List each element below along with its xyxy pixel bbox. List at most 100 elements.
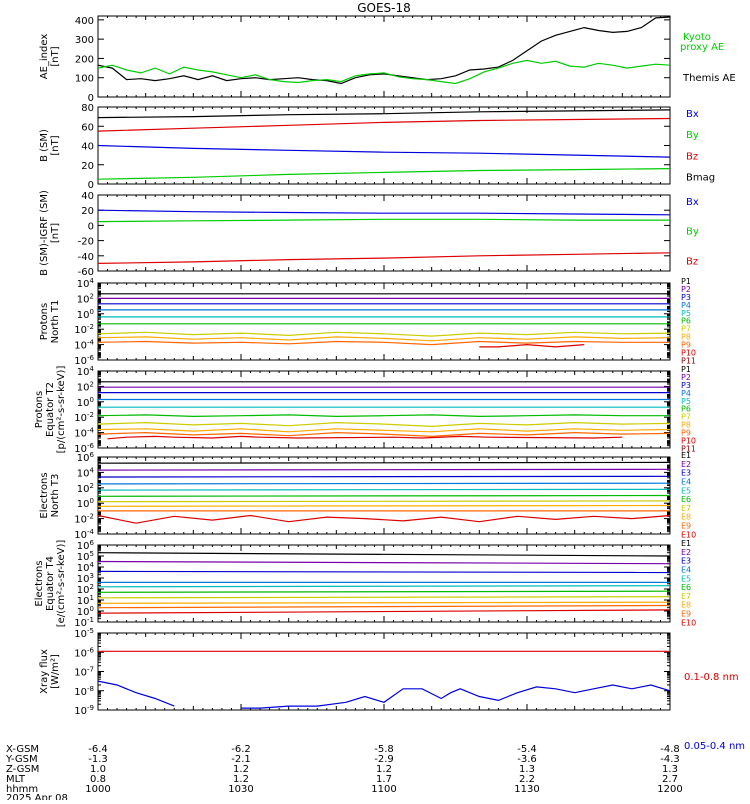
legend-e6: E6	[681, 495, 691, 504]
series-e2	[97, 560, 671, 565]
series-p8	[97, 428, 671, 433]
footer-value: 1030	[228, 784, 253, 795]
footer-date: 2025 Apr 08	[6, 793, 68, 800]
legend-e9: E9	[681, 610, 691, 619]
tick-label: 40	[81, 142, 94, 153]
tick-label: 400	[75, 16, 94, 27]
footer-value: 1.7	[376, 774, 392, 785]
y-axis-label: [W/m²]	[50, 654, 61, 689]
legend-kyoto: Kyoto	[683, 32, 711, 43]
legend-p10: P10	[681, 436, 696, 445]
footer-value: -2.9	[374, 754, 394, 765]
series-e3	[97, 475, 671, 478]
tick-label: 40	[81, 191, 94, 202]
tick-label: 20	[81, 161, 94, 172]
series-p6	[97, 414, 670, 418]
tick-label: 10-4	[74, 528, 94, 541]
legend-p10: P10	[681, 348, 696, 357]
tick-label: 200	[75, 54, 94, 65]
series-p7	[97, 331, 671, 337]
tick-label: 10-4	[74, 339, 94, 352]
tick-label: 105	[77, 550, 94, 563]
legend-e4: E4	[681, 477, 691, 486]
y-axis-label: North T3	[50, 474, 61, 518]
tick-label: 106	[77, 539, 95, 552]
series-e6	[97, 494, 671, 497]
series-p10	[107, 435, 623, 440]
y-axis-label: Equator T4	[45, 556, 56, 611]
series-e1	[97, 461, 671, 464]
tick-label: 100	[77, 497, 94, 510]
tick-label: 102	[77, 380, 94, 393]
series-bz	[97, 252, 671, 264]
series-bmag	[97, 109, 671, 119]
tick-label: 102	[77, 292, 94, 305]
series-themis-ae	[97, 16, 671, 85]
series-e6	[97, 590, 671, 593]
series-e1	[97, 552, 671, 557]
panel-frame	[97, 194, 671, 272]
footer-value: 1.2	[233, 764, 249, 775]
footer-value: 1.2	[376, 764, 392, 775]
footer-label-hhmm: hhmm	[6, 784, 38, 795]
y-axis-label: [nT]	[50, 46, 61, 66]
legend-p11: P11	[681, 356, 696, 365]
legend-e10: E10	[681, 618, 696, 627]
footer-value: 2.7	[662, 774, 678, 785]
legend-p8: P8	[681, 333, 691, 342]
tick-label: -40	[78, 252, 94, 263]
footer-value: 1.2	[233, 774, 249, 785]
series-bx	[97, 209, 671, 216]
tick-label: 100	[77, 605, 94, 618]
tick-label: 10-2	[74, 323, 94, 336]
footer-value: 1.3	[662, 764, 678, 775]
tick-label: -60	[78, 267, 94, 278]
series-e7	[97, 596, 671, 599]
tick-label: 10-9	[74, 704, 94, 717]
tick-label: 10-6	[74, 442, 94, 455]
legend-p8: P8	[681, 421, 691, 430]
series-e3	[97, 570, 671, 574]
series-e10	[97, 609, 671, 614]
legend-p3: P3	[681, 381, 691, 390]
legend-xray-long: 0.1-0.8 nm	[684, 672, 739, 683]
y-axis-label: Equator T2	[45, 382, 56, 437]
legend-p11: P11	[681, 444, 696, 453]
tick-label: 100	[77, 308, 94, 321]
legend-e4: E4	[681, 565, 691, 574]
series-p10	[479, 343, 585, 348]
series-p9	[97, 431, 671, 438]
series-kyoto-proxy-ae	[97, 59, 671, 85]
y-axis-label: [nT]	[50, 135, 61, 155]
footer-value: -5.8	[374, 744, 394, 755]
y-axis-label: North T1	[50, 300, 61, 344]
legend-p1: P1	[681, 365, 691, 374]
y-axis-label: Electrons	[34, 560, 45, 606]
tick-label: 104	[77, 365, 95, 378]
legend-e9: E9	[681, 522, 691, 531]
series-e5	[97, 488, 671, 491]
series-p8	[97, 336, 671, 342]
tick-label: 10-1	[74, 616, 94, 629]
legend-e8: E8	[681, 513, 691, 522]
footer-value: -5.4	[517, 744, 537, 755]
tick-label: 10-2	[74, 411, 94, 424]
legend-e3: E3	[681, 469, 691, 478]
legend-bz: Bz	[686, 256, 698, 267]
tick-label: 104	[77, 277, 95, 290]
legend-e10: E10	[681, 530, 696, 539]
legend-p6: P6	[681, 317, 691, 326]
footer-value: -2.1	[231, 754, 251, 765]
series-e8	[97, 601, 671, 604]
footer-value: 1200	[657, 784, 682, 795]
legend-p9: P9	[681, 429, 691, 438]
tick-label: -20	[78, 237, 94, 248]
legend-themis-ae: Themis AE	[682, 73, 736, 84]
y-axis-label: [nT]	[50, 223, 61, 243]
legend-bmag: Bmag	[686, 173, 715, 184]
y-axis-label: B (SM)-IGRF (SM)	[39, 190, 50, 276]
tick-label: 60	[81, 122, 94, 133]
legend-p5: P5	[681, 397, 691, 406]
legend-p5: P5	[681, 309, 691, 318]
